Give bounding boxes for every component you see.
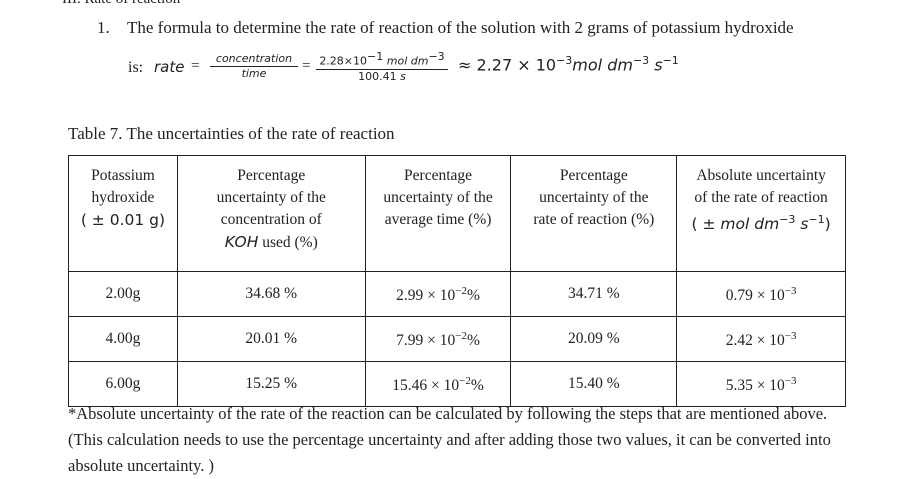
header-absolute-uncertainty: Absolute uncertainty of the rate of reac… xyxy=(676,155,846,272)
footnote: *Absolute uncertainty of the rate of the… xyxy=(68,404,831,475)
frac2-numerator: 2.28×10−1 mol dm−3 xyxy=(316,50,448,70)
table-row: 4.00g 20.01 % 7.99 × 10−2% 20.09 % 2.42 … xyxy=(68,316,846,362)
cell-rate: 34.71 % xyxy=(510,271,678,317)
section-heading: III. Rate of reaction xyxy=(62,0,180,8)
frac1-denominator: time xyxy=(241,67,267,80)
item-number: 1. xyxy=(97,18,110,37)
frac2-denominator: 100.41 s xyxy=(358,69,406,83)
table-row: 6.00g 15.25 % 15.46 × 10−2% 15.40 % 5.35… xyxy=(68,361,846,407)
cell-conc: 20.01 % xyxy=(176,316,366,362)
formula-lhs: rate xyxy=(154,58,185,76)
cell-abs: 0.79 × 10−3 xyxy=(676,271,846,317)
formula-result: ≈ 2.27 × 10−3mol dm−3 s−1 xyxy=(458,54,679,75)
cell-mass: 6.00g xyxy=(68,361,178,407)
header-mass: Potassium hydroxide ( ± 0.01 g) xyxy=(68,155,178,272)
table-header-row: Potassium hydroxide ( ± 0.01 g) Percenta… xyxy=(68,155,846,272)
formula-fraction-1: concentration time xyxy=(210,52,298,80)
cell-abs: 2.42 × 10−3 xyxy=(676,316,846,362)
formula-equals: = xyxy=(191,58,200,74)
cell-rate: 20.09 % xyxy=(510,316,678,362)
formula-equals-2: = xyxy=(302,58,311,74)
formula-prefix: is: xyxy=(128,59,144,76)
cell-time: 7.99 × 10−2% xyxy=(364,316,512,362)
cell-mass: 2.00g xyxy=(68,271,178,317)
table-row: 2.00g 34.68 % 2.99 × 10−2% 34.71 % 0.79 … xyxy=(68,271,846,317)
cell-time: 15.46 × 10−2% xyxy=(364,361,512,407)
uncertainty-table: Potassium hydroxide ( ± 0.01 g) Percenta… xyxy=(68,155,846,407)
formula-fraction-2: 2.28×10−1 mol dm−3 100.41 s xyxy=(316,50,448,83)
header-time-uncertainty: Percentage uncertainty of the average ti… xyxy=(364,155,512,272)
cell-time: 2.99 × 10−2% xyxy=(364,271,512,317)
header-conc-uncertainty: Percentage uncertainty of the concentrat… xyxy=(176,155,366,272)
cell-mass: 4.00g xyxy=(68,316,178,362)
cell-rate: 15.40 % xyxy=(510,361,678,407)
header-rate-uncertainty: Percentage uncertainty of the rate of re… xyxy=(510,155,678,272)
list-item: 1. The formula to determine the rate of r… xyxy=(97,18,794,38)
cell-conc: 15.25 % xyxy=(176,361,366,407)
frac1-numerator: concentration xyxy=(210,52,298,67)
item-text: The formula to determine the rate of rea… xyxy=(127,18,794,37)
cell-abs: 5.35 × 10−3 xyxy=(676,361,846,407)
cell-conc: 34.68 % xyxy=(176,271,366,317)
table-caption: Table 7. The uncertainties of the rate o… xyxy=(68,124,395,143)
